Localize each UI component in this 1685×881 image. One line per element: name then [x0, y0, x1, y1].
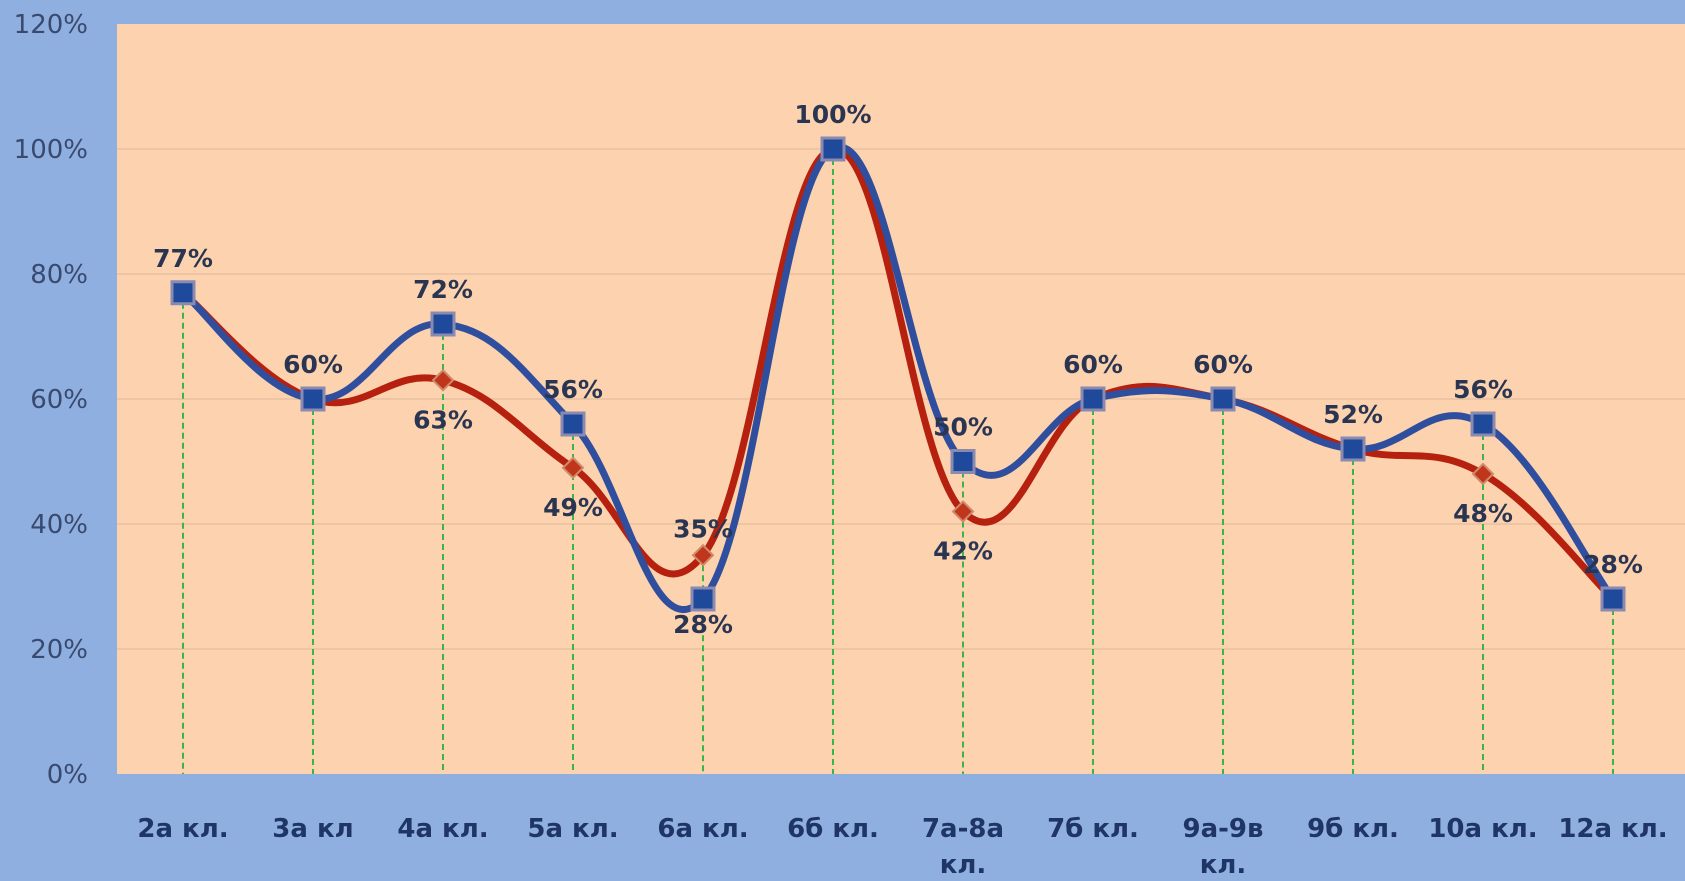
data-label: 72% [413, 275, 473, 304]
data-point-square [950, 449, 976, 474]
data-label: 42% [933, 537, 993, 566]
data-label: 77% [153, 244, 213, 273]
data-label: 48% [1453, 499, 1513, 528]
data-label: 50% [933, 413, 993, 442]
x-category-label: 10а кл. [1428, 814, 1537, 844]
x-category-label: 9б кл. [1307, 814, 1399, 844]
x-category-label: кл. [1200, 850, 1247, 880]
data-point-square [1080, 386, 1106, 412]
data-point-square [1340, 436, 1366, 462]
data-point-square [1600, 586, 1626, 612]
data-point-diamond [951, 500, 975, 523]
data-point-square [170, 280, 196, 306]
data-label: 60% [1193, 350, 1253, 379]
data-point-square [1210, 386, 1236, 412]
x-category-label: 2а кл. [137, 814, 228, 844]
data-label: 28% [673, 610, 733, 639]
data-label: 35% [673, 514, 733, 543]
x-category-label: 4а кл. [397, 814, 488, 844]
x-category-label: кл. [940, 850, 987, 880]
drop-lines [182, 149, 1614, 774]
x-category-label: 6а кл. [657, 814, 748, 844]
data-point-square [560, 411, 586, 437]
data-point-square [820, 136, 846, 162]
x-category-label: 7б кл. [1047, 814, 1139, 844]
data-point-square [300, 386, 326, 412]
data-point-diamond [561, 456, 585, 480]
data-label: 56% [1453, 375, 1513, 404]
data-label: 49% [543, 493, 603, 522]
data-point-diamond [431, 368, 455, 392]
x-category-label: 3а кл [272, 814, 353, 844]
y-tick-label: 100% [14, 135, 88, 165]
data-label: 100% [794, 100, 871, 129]
x-category-label: 12а кл. [1558, 814, 1667, 844]
data-label: 56% [543, 375, 603, 404]
y-axis: 0% 20% 40% 60% 80% 100% 120% [14, 10, 88, 790]
data-label: 63% [413, 405, 473, 434]
y-tick-label: 120% [14, 10, 88, 40]
x-category-label: 6б кл. [787, 814, 879, 844]
x-category-label: 9а-9в [1183, 814, 1264, 844]
data-point-square [430, 311, 456, 337]
markers [170, 136, 1626, 612]
data-label: 60% [1063, 350, 1123, 379]
y-tick-label: 0% [47, 760, 88, 790]
data-labels: 77% 60% 72% 56% 28% 100% 50% 60% 60% 52% 56% 28% 63%… [153, 100, 1643, 639]
data-point-diamond [691, 543, 715, 567]
x-category-label: 7а-8а [922, 814, 1004, 844]
data-label: 28% [1583, 550, 1643, 579]
x-axis: 2а кл. 3а кл 4а кл. 5а кл. 6а кл. 6б кл. 7а-8а… [137, 814, 1667, 880]
x-category-label: 5а кл. [527, 814, 618, 844]
data-label: 60% [283, 350, 343, 379]
y-tick-label: 20% [30, 635, 88, 665]
data-point-square [690, 586, 716, 612]
data-label: 52% [1323, 400, 1383, 429]
y-tick-label: 60% [30, 385, 88, 415]
y-tick-label: 40% [30, 510, 88, 540]
data-point-square [1470, 411, 1496, 437]
gridlines [117, 148, 1685, 650]
data-point-diamond [1471, 462, 1495, 486]
y-tick-label: 80% [30, 260, 88, 290]
